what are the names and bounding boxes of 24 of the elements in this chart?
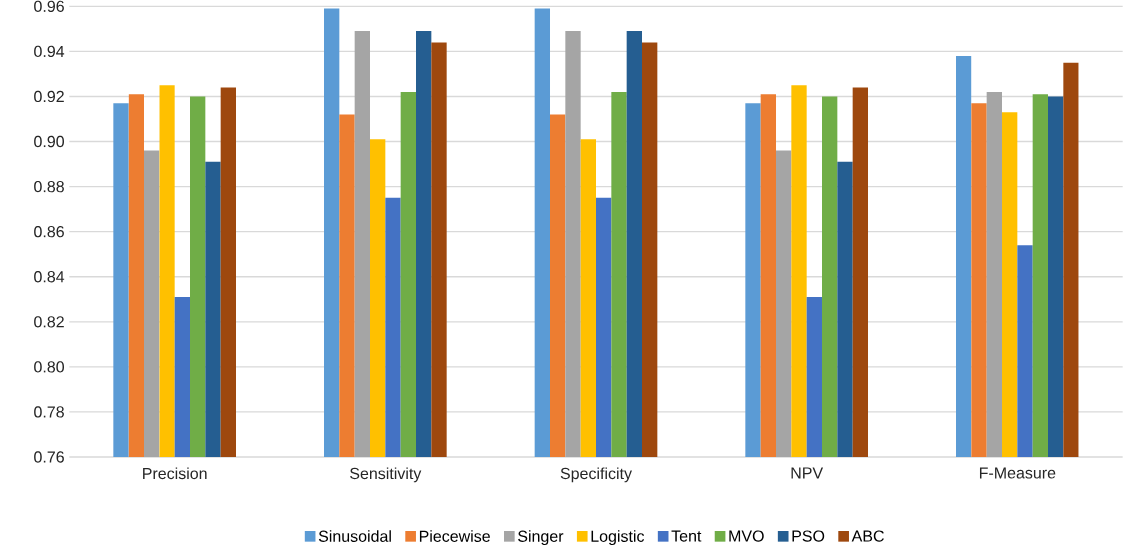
x-tick-label: Precision bbox=[143, 467, 207, 480]
y-tick-label: 0.94 bbox=[34, 45, 65, 58]
legend-label: Tent bbox=[671, 530, 702, 542]
y-tick-label: 0.76 bbox=[34, 451, 64, 463]
legend-label: PSO bbox=[792, 530, 825, 542]
x-tick-label: F-Measure bbox=[979, 467, 1056, 479]
y-tick-label: 0.92 bbox=[34, 90, 64, 103]
y-tick-label: 0.90 bbox=[34, 135, 65, 148]
x-tick-label: NPV bbox=[791, 467, 824, 479]
legend-label: Singer bbox=[518, 530, 564, 546]
x-tick-label: Specificity bbox=[560, 467, 632, 483]
y-tick-label: 0.88 bbox=[34, 180, 64, 193]
y-tick-label: 0.96 bbox=[34, 0, 64, 12]
y-tick-label: 0.86 bbox=[34, 226, 64, 238]
y-tick-label: 0.80 bbox=[34, 361, 65, 373]
y-tick-label: 0.84 bbox=[34, 271, 65, 283]
legend-label: Piecewise bbox=[419, 530, 490, 542]
y-tick-label: 0.82 bbox=[34, 316, 64, 328]
legend-label: Logistic bbox=[591, 530, 645, 546]
x-tick-label: Sensitivity bbox=[350, 467, 422, 483]
y-tick-label: 0.78 bbox=[34, 406, 64, 418]
legend-label: MVO bbox=[729, 530, 764, 542]
legend-label: ABC bbox=[851, 530, 884, 542]
legend-label: Sinusoidal bbox=[318, 530, 391, 542]
